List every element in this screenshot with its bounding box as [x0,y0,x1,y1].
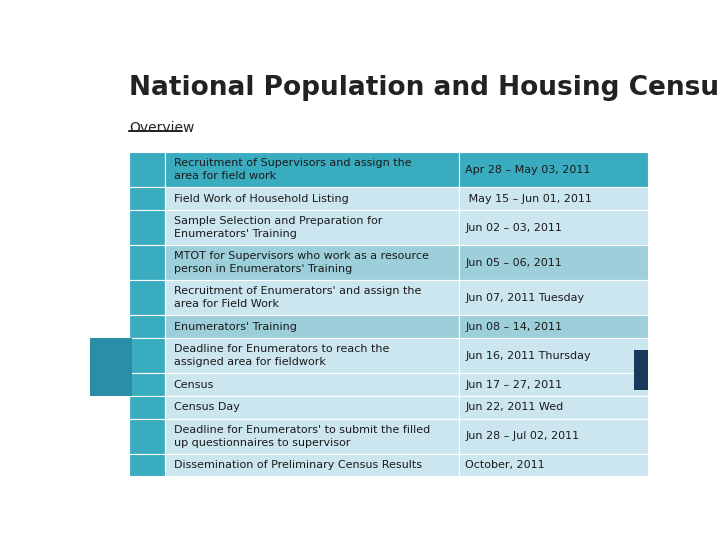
Bar [129,280,166,315]
Bar [166,187,459,210]
Text: Deadline for Enumerators to reach the
assigned area for fieldwork: Deadline for Enumerators to reach the as… [174,345,389,367]
Text: Sample Selection and Preparation for
Enumerators' Training: Sample Selection and Preparation for Enu… [174,216,382,239]
Bar [90,338,132,396]
Text: Census: Census [174,380,214,389]
Text: Recruitment of Enumerators' and assign the
area for Field Work: Recruitment of Enumerators' and assign t… [174,286,421,309]
Text: Jun 07, 2011 Tuesday: Jun 07, 2011 Tuesday [465,293,585,303]
Bar [129,338,166,373]
Text: MTOT for Supervisors who work as a resource
person in Enumerators' Training: MTOT for Supervisors who work as a resou… [174,251,428,274]
Text: October, 2011: October, 2011 [465,460,545,470]
Text: Jun 02 – 03, 2011: Jun 02 – 03, 2011 [465,222,562,233]
Text: Jun 16, 2011 Thursday: Jun 16, 2011 Thursday [465,350,591,361]
Text: Jun 08 – 14, 2011: Jun 08 – 14, 2011 [465,322,562,332]
Bar [459,315,648,338]
Text: Deadline for Enumerators' to submit the filled
up questionnaires to supervisor: Deadline for Enumerators' to submit the … [174,425,430,448]
Text: Overview: Overview [129,121,194,135]
Text: Apr 28 – May 03, 2011: Apr 28 – May 03, 2011 [465,165,590,175]
Text: Jun 17 – 27, 2011: Jun 17 – 27, 2011 [465,380,562,389]
Bar [459,210,648,245]
Text: Field Work of Household Listing: Field Work of Household Listing [174,194,348,204]
Bar [459,187,648,210]
Bar [166,280,459,315]
Bar [166,418,459,454]
Text: Census Day: Census Day [174,402,240,412]
Bar [459,245,648,280]
Bar [129,152,166,187]
Bar [459,396,648,418]
Bar [129,373,166,396]
Bar [166,152,459,187]
Text: Recruitment of Supervisors and assign the
area for field work: Recruitment of Supervisors and assign th… [174,158,411,181]
Text: Jun 28 – Jul 02, 2011: Jun 28 – Jul 02, 2011 [465,431,580,441]
Text: Dissemination of Preliminary Census Results: Dissemination of Preliminary Census Resu… [174,460,422,470]
Bar [166,454,459,476]
Bar [634,350,648,390]
Bar [129,187,166,210]
Bar [459,152,648,187]
Bar [166,315,459,338]
Bar [129,315,166,338]
Bar [166,210,459,245]
Text: Enumerators' Training: Enumerators' Training [174,322,297,332]
Bar [129,245,166,280]
Bar [459,280,648,315]
Bar [129,396,166,418]
Bar [166,396,459,418]
Bar [166,338,459,373]
Bar [129,210,166,245]
Bar [459,418,648,454]
Text: May 15 – Jun 01, 2011: May 15 – Jun 01, 2011 [465,194,592,204]
Text: Jun 22, 2011 Wed: Jun 22, 2011 Wed [465,402,564,412]
Bar [459,454,648,476]
Bar [129,454,166,476]
Bar [166,245,459,280]
Text: Jun 05 – 06, 2011: Jun 05 – 06, 2011 [465,258,562,268]
Bar [459,373,648,396]
Text: National Population and Housing Census 2011: National Population and Housing Census 2… [129,75,720,101]
Bar [166,373,459,396]
Bar [459,338,648,373]
Bar [129,418,166,454]
